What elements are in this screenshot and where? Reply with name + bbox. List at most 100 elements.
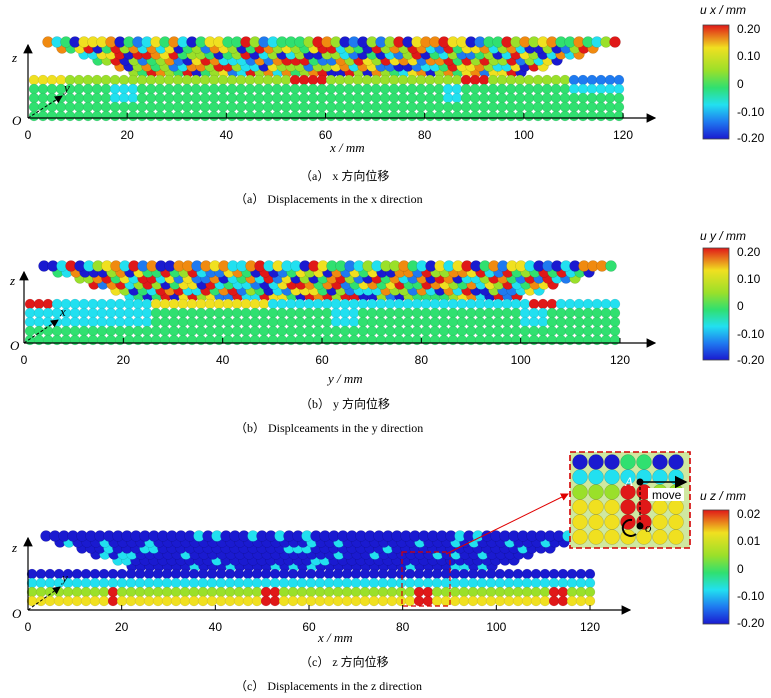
face-ball (483, 316, 495, 328)
tick-label-b-3: 60 (315, 353, 329, 367)
face-ball (406, 74, 418, 86)
face-ball (429, 325, 441, 337)
face-ball (505, 101, 517, 113)
face-ball (199, 74, 211, 86)
face-ball (262, 83, 274, 95)
face-ball (278, 577, 290, 589)
face-ball (451, 110, 463, 122)
point-A (636, 478, 644, 486)
face-ball (163, 92, 175, 104)
face-ball (226, 101, 238, 113)
face-ball (208, 83, 220, 95)
face-ball (208, 92, 220, 104)
face-ball (361, 74, 373, 86)
z-label-c: z (11, 540, 17, 555)
face-ball (433, 74, 445, 86)
face-ball (496, 92, 508, 104)
face-ball (109, 74, 121, 86)
face-ball (235, 92, 247, 104)
face-ball (109, 92, 121, 104)
face-ball (260, 568, 272, 580)
colorbar-tick-c-1: 0.01 (737, 534, 761, 548)
face-ball (442, 83, 454, 95)
face-ball (546, 307, 558, 319)
face-ball (181, 92, 193, 104)
face-ball (546, 298, 558, 310)
face-ball (341, 577, 353, 589)
face-ball (114, 298, 126, 310)
face-ball (460, 101, 472, 113)
colorbar-tick-c-3: -0.10 (737, 589, 765, 603)
face-ball (575, 577, 587, 589)
face-ball (368, 568, 380, 580)
face-ball (177, 307, 189, 319)
face-ball (172, 101, 184, 113)
face-ball (604, 110, 616, 122)
face-ball (42, 298, 54, 310)
face-ball (438, 316, 450, 328)
face-ball (190, 101, 202, 113)
face-ball (233, 586, 245, 598)
face-ball (217, 74, 229, 86)
face-ball (379, 92, 391, 104)
face-ball (431, 577, 443, 589)
face-ball (98, 577, 110, 589)
face-ball (478, 101, 490, 113)
face-ball (215, 577, 227, 589)
face-ball (235, 83, 247, 95)
face-ball (422, 568, 434, 580)
face-ball (512, 595, 524, 607)
face-ball (249, 316, 261, 328)
face-ball (186, 325, 198, 337)
inset-label-o: o (645, 520, 652, 535)
colorbar-title-c: u z / mm (700, 489, 746, 503)
point-o (636, 522, 644, 530)
face-ball (267, 307, 279, 319)
face-ball (303, 298, 315, 310)
inset-ball (620, 499, 636, 515)
face-ball (451, 92, 463, 104)
face-ball (352, 83, 364, 95)
face-ball (557, 577, 569, 589)
face-ball (136, 74, 148, 86)
face-ball (244, 74, 256, 86)
face-ball (206, 568, 218, 580)
inset-ball (636, 529, 652, 545)
face-ball (294, 316, 306, 328)
face-ball (262, 101, 274, 113)
face-ball (494, 595, 506, 607)
face-ball (199, 110, 211, 122)
face-ball (456, 316, 468, 328)
face-ball (334, 110, 346, 122)
face-ball (332, 577, 344, 589)
inset-ball (572, 499, 588, 515)
face-ball (204, 307, 216, 319)
face-ball (154, 101, 166, 113)
face-ball (368, 577, 380, 589)
face-ball (352, 74, 364, 86)
face-ball (249, 307, 261, 319)
tick-label-c-2: 40 (209, 620, 223, 634)
face-ball (159, 298, 171, 310)
face-ball (609, 325, 621, 337)
face-ball (494, 568, 506, 580)
face-ball (289, 101, 301, 113)
face-ball (123, 307, 135, 319)
face-ball (521, 568, 533, 580)
face-ball (107, 586, 119, 598)
tick-label-b-4: 80 (415, 353, 429, 367)
face-ball (357, 298, 369, 310)
face-ball (559, 101, 571, 113)
face-ball (485, 568, 497, 580)
face-ball (339, 298, 351, 310)
colorbar-tick-c-4: -0.20 (737, 616, 765, 630)
face-ball (96, 325, 108, 337)
face-ball (116, 586, 128, 598)
face-ball (343, 74, 355, 86)
face-ball (343, 83, 355, 95)
face-ball (224, 595, 236, 607)
face-ball (249, 325, 261, 337)
specimen-c-front-face (26, 568, 596, 607)
face-ball (420, 325, 432, 337)
